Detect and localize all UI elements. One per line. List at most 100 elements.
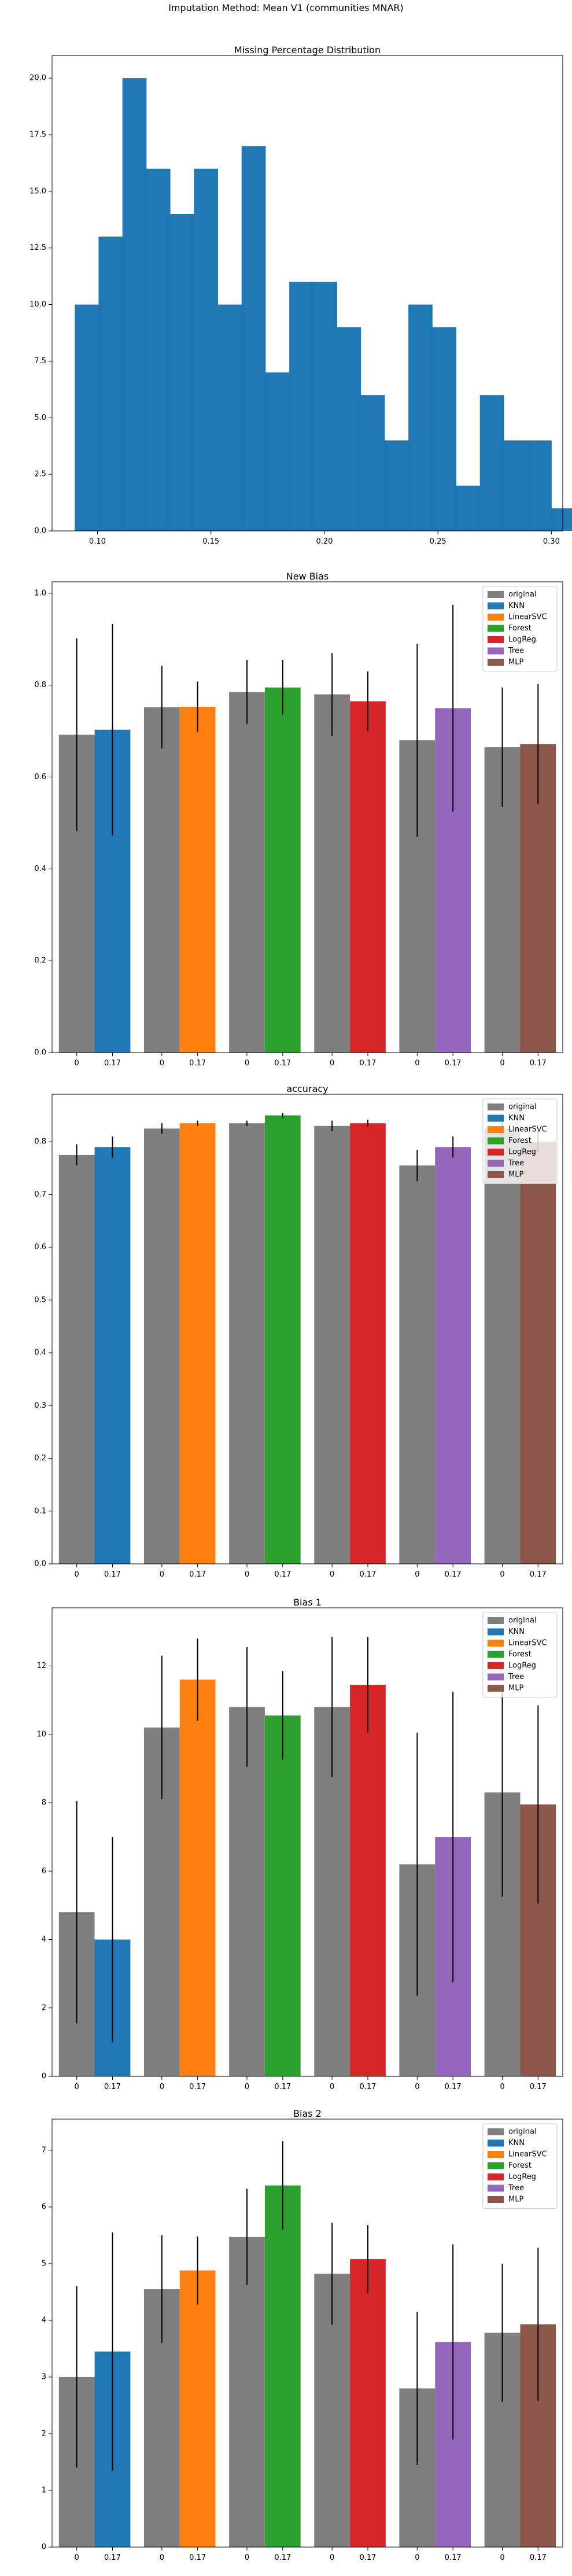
x-tick-label: 0.15 — [202, 537, 219, 546]
histogram-bar — [98, 237, 123, 531]
legend-swatch-knn — [488, 1628, 504, 1636]
y-tick-label: 4 — [42, 1935, 46, 1944]
y-tick-label: 8 — [42, 1799, 46, 1807]
bar-tree — [435, 1147, 471, 1564]
x-tick-label: 0 — [415, 2553, 419, 2562]
x-tick-label: 0 — [415, 1570, 419, 1579]
legend-label: LinearSVC — [508, 1125, 547, 1134]
histogram-bar — [408, 304, 433, 531]
histogram-bar — [337, 327, 361, 531]
x-tick-label: 0.17 — [530, 1059, 547, 1068]
chart-title: Missing Percentage Distribution — [234, 45, 381, 56]
y-tick-label: 0.5 — [34, 1296, 46, 1304]
legend-swatch-linearsvc — [488, 614, 504, 621]
y-tick-label: 0 — [42, 2072, 46, 2081]
legend-label: original — [508, 591, 537, 599]
x-tick-label: 0.17 — [360, 2083, 377, 2091]
x-tick-label: 0 — [245, 1570, 249, 1579]
x-tick-label: 0.17 — [104, 1059, 121, 1068]
x-tick-label: 0.17 — [445, 1570, 462, 1579]
legend-label: KNN — [508, 2139, 525, 2147]
legend-swatch-tree — [488, 2184, 504, 2192]
histogram-bar — [456, 485, 481, 531]
x-tick-label: 0 — [500, 2083, 504, 2091]
bar-linearsvc — [179, 1123, 216, 1564]
y-tick-label: 0.6 — [34, 773, 46, 781]
x-tick-label: 0.17 — [189, 2553, 206, 2562]
histogram-bar — [194, 168, 218, 531]
legend-swatch-knn — [488, 602, 504, 610]
histogram-bar — [146, 168, 171, 531]
legend-label: LogReg — [508, 1662, 536, 1670]
legend-label: MLP — [508, 2195, 523, 2204]
legend-swatch-linearsvc — [488, 2151, 504, 2158]
y-tick-label: 0.3 — [34, 1401, 46, 1410]
y-tick-label: 0.8 — [34, 1138, 46, 1146]
y-tick-label: 2 — [42, 2429, 46, 2438]
histogram-bar — [217, 304, 242, 531]
legend-label: LogReg — [508, 2173, 536, 2182]
legend-swatch-tree — [488, 1160, 504, 1167]
x-tick-label: 0.17 — [360, 2553, 377, 2562]
legend-swatch-logreg — [488, 1662, 504, 1669]
bar-original — [229, 1123, 265, 1564]
legend-swatch-linearsvc — [488, 1640, 504, 1647]
bar-logreg — [350, 1123, 386, 1564]
legend-swatch-original — [488, 1617, 504, 1624]
x-tick-label: 0 — [75, 2083, 79, 2091]
y-tick-label: 0.4 — [34, 1349, 46, 1357]
legend-label: original — [508, 1103, 537, 1112]
x-tick-label: 0.17 — [445, 2553, 462, 2562]
bar-chart-accuracy: accuracy 0 0.17 0 0.17 0 0.17 0 0.17 0 0.17 0 0.17 0.… — [34, 1083, 563, 1579]
histogram-bar — [551, 508, 572, 531]
y-tick-label: 0.4 — [34, 865, 46, 873]
y-tick-label: 0.1 — [34, 1507, 46, 1515]
y-tick-label: 17.5 — [29, 131, 46, 139]
bar-original — [314, 1125, 350, 1564]
legend-label: KNN — [508, 1627, 525, 1636]
bar-linearsvc — [179, 1680, 216, 2076]
axes-frame — [51, 1607, 563, 2077]
histogram-bar — [527, 440, 552, 531]
figure-title: Imputation Method: Mean V1 (communities … — [168, 2, 404, 13]
legend-label: Tree — [508, 2184, 524, 2193]
x-tick-label: 0 — [330, 2083, 334, 2091]
x-tick-label: 0.17 — [530, 1570, 547, 1579]
x-tick-label: 0.17 — [274, 1570, 291, 1579]
y-tick-label: 15.0 — [29, 187, 46, 195]
legend: original KNN LinearSVC Forest LogReg Tree MLP — [482, 1098, 558, 1184]
legend-label: Tree — [508, 647, 524, 655]
legend-swatch-original — [488, 591, 504, 598]
bar-original — [143, 1128, 180, 1564]
legend-swatch-mlp — [488, 659, 504, 666]
legend-label: LogReg — [508, 636, 536, 644]
histogram-bar — [170, 214, 194, 531]
x-tick-label: 0.17 — [360, 1059, 377, 1068]
bar-original — [229, 692, 265, 1053]
y-tick-label: 0.0 — [34, 527, 46, 536]
legend-label: KNN — [508, 1114, 525, 1123]
y-tick-label: 10.0 — [29, 300, 46, 309]
x-tick-label: 0 — [245, 2553, 249, 2562]
x-tick-label: 0.17 — [104, 1570, 121, 1579]
legend-swatch-original — [488, 1104, 504, 1110]
histogram-missing-percentage: Missing Percentage Distribution 0.10 0.15 0… — [29, 45, 572, 546]
legend: original KNN LinearSVC Forest LogReg Tree MLP — [482, 1612, 558, 1697]
legend: original KNN LinearSVC Forest LogReg Tree MLP — [482, 2123, 558, 2209]
y-tick-label: 0.2 — [34, 1454, 46, 1463]
bar-chart-bias-2: Bias 2 0 0.17 0 0.17 0 0.17 0 0.17 0 0.17 0 0.17 0 1 2 3… — [42, 2108, 563, 2562]
bar-knn — [94, 1147, 131, 1564]
legend-swatch-forest — [488, 2162, 504, 2169]
legend-swatch-knn — [488, 1114, 504, 1122]
axes-frame — [51, 2119, 563, 2548]
y-tick-label: 0.0 — [34, 1560, 46, 1569]
x-tick-label: 0 — [330, 1570, 334, 1579]
x-tick-label: 0 — [75, 1059, 79, 1068]
y-tick-label: 0.8 — [34, 681, 46, 689]
axes-frame — [51, 581, 563, 1053]
axes-frame — [51, 55, 563, 532]
y-tick-label: 0.2 — [34, 957, 46, 965]
histogram-bar — [503, 440, 528, 531]
legend-swatch-forest — [488, 625, 504, 632]
legend-label: MLP — [508, 658, 523, 667]
